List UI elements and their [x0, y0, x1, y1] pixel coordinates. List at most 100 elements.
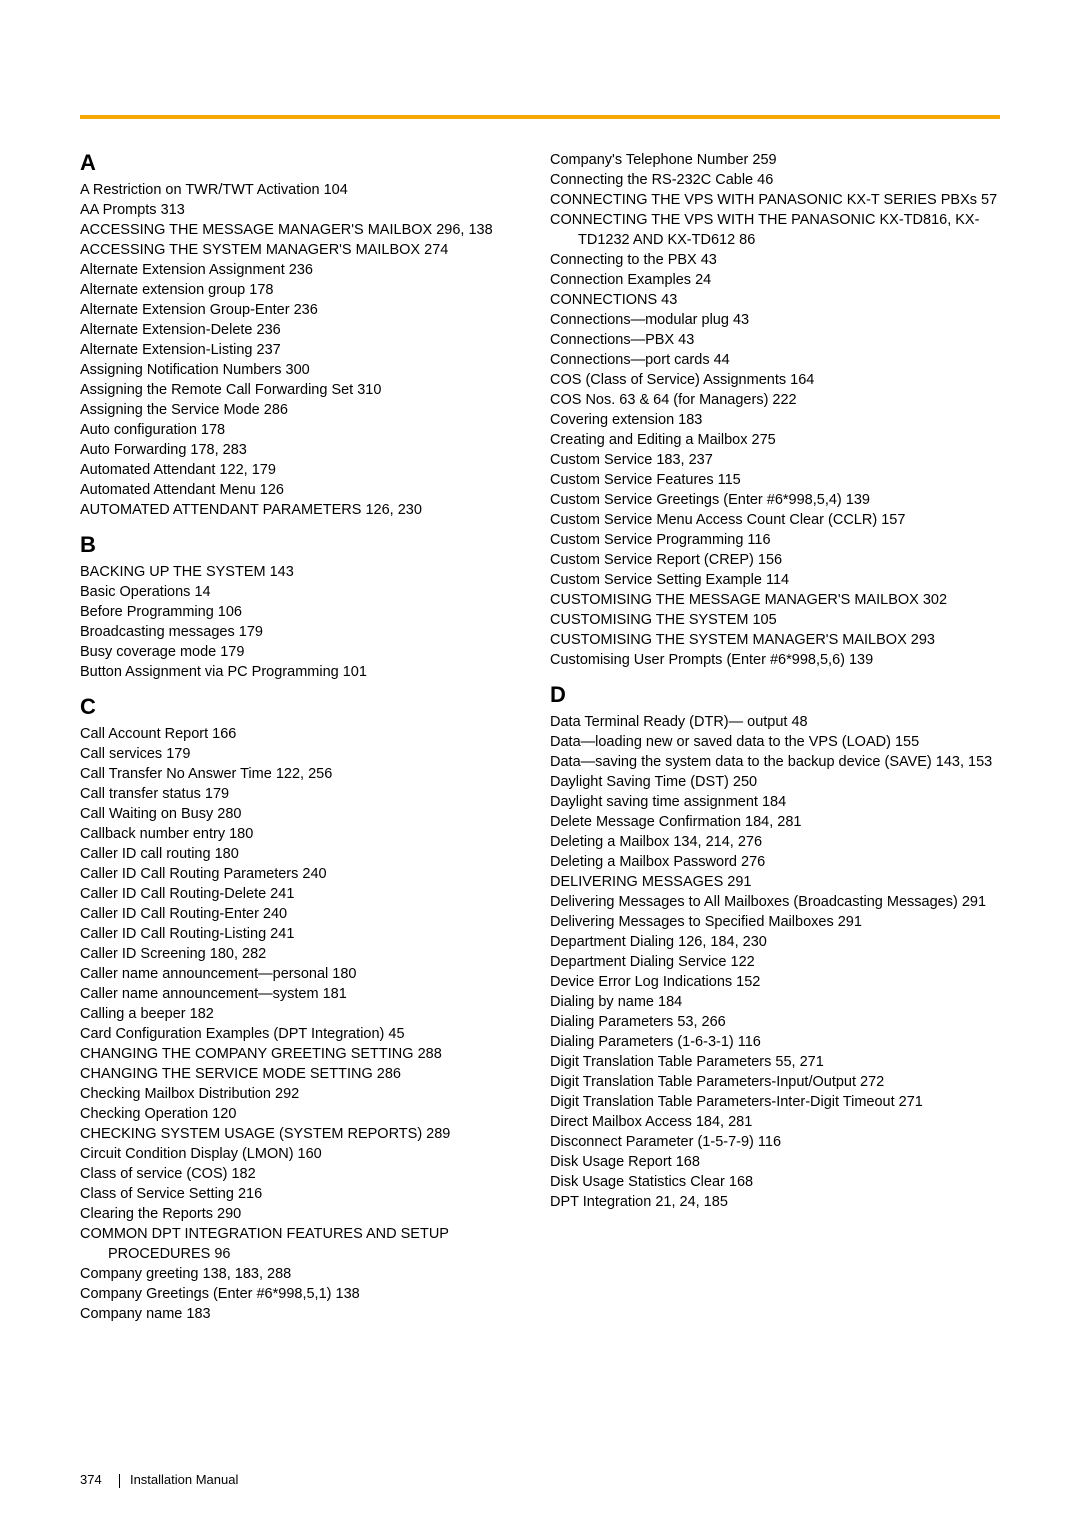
- doc-title: Installation Manual: [130, 1472, 238, 1487]
- index-entry: Dialing Parameters 53, 266: [550, 1012, 1000, 1032]
- index-entry: ACCESSING THE MESSAGE MANAGER'S MAILBOX …: [80, 220, 530, 240]
- index-entry: Digit Translation Table Parameters-Inter…: [550, 1092, 1000, 1112]
- index-entry: Custom Service Features 115: [550, 470, 1000, 490]
- index-entry: Assigning the Remote Call Forwarding Set…: [80, 380, 530, 400]
- index-entry: CUSTOMISING THE SYSTEM MANAGER'S MAILBOX…: [550, 630, 1000, 650]
- index-entry: Daylight Saving Time (DST) 250: [550, 772, 1000, 792]
- index-entry: Daylight saving time assignment 184: [550, 792, 1000, 812]
- index-entry: Auto Forwarding 178, 283: [80, 440, 530, 460]
- index-entry: ACCESSING THE SYSTEM MANAGER'S MAILBOX 2…: [80, 240, 530, 260]
- index-entry: Caller name announcement—personal 180: [80, 964, 530, 984]
- index-entry: Custom Service Report (CREP) 156: [550, 550, 1000, 570]
- index-entry: Customising User Prompts (Enter #6*998,5…: [550, 650, 1000, 670]
- page-number: 374: [80, 1472, 102, 1487]
- index-entry: Auto configuration 178: [80, 420, 530, 440]
- index-entry: Automated Attendant 122, 179: [80, 460, 530, 480]
- index-entry: Disk Usage Statistics Clear 168: [550, 1172, 1000, 1192]
- footer-divider: [119, 1474, 120, 1488]
- index-entry: Card Configuration Examples (DPT Integra…: [80, 1024, 530, 1044]
- index-entry: Company name 183: [80, 1304, 530, 1324]
- index-entry: Company greeting 138, 183, 288: [80, 1264, 530, 1284]
- index-entry: Call Account Report 166: [80, 724, 530, 744]
- index-entry: COS (Class of Service) Assignments 164: [550, 370, 1000, 390]
- index-entry: Connections—PBX 43: [550, 330, 1000, 350]
- section-heading: A: [80, 150, 530, 176]
- index-entry: Dialing by name 184: [550, 992, 1000, 1012]
- index-entry: Caller ID Call Routing-Delete 241: [80, 884, 530, 904]
- index-entry: Caller name announcement—system 181: [80, 984, 530, 1004]
- index-entry: Call transfer status 179: [80, 784, 530, 804]
- index-entry: Caller ID Call Routing Parameters 240: [80, 864, 530, 884]
- index-entry: Connecting to the PBX 43: [550, 250, 1000, 270]
- index-entry: Before Programming 106: [80, 602, 530, 622]
- index-entry: Delivering Messages to All Mailboxes (Br…: [550, 892, 1000, 912]
- left-column: A A Restriction on TWR/TWT Activation 104…: [80, 150, 530, 1324]
- index-entry: Assigning the Service Mode 286: [80, 400, 530, 420]
- index-entry: Custom Service Setting Example 114: [550, 570, 1000, 590]
- index-entry: Callback number entry 180: [80, 824, 530, 844]
- index-entry: A Restriction on TWR/TWT Activation 104: [80, 180, 530, 200]
- index-entry: DPT Integration 21, 24, 185: [550, 1192, 1000, 1212]
- index-entry: COMMON DPT INTEGRATION FEATURES AND SETU…: [80, 1224, 530, 1264]
- index-entry: Connecting the RS-232C Cable 46: [550, 170, 1000, 190]
- index-entry: Direct Mailbox Access 184, 281: [550, 1112, 1000, 1132]
- index-entry: BACKING UP THE SYSTEM 143: [80, 562, 530, 582]
- index-entry: CONNECTING THE VPS WITH THE PANASONIC KX…: [550, 210, 1000, 250]
- index-entry: Department Dialing 126, 184, 230: [550, 932, 1000, 952]
- index-entry: Caller ID Call Routing-Enter 240: [80, 904, 530, 924]
- index-entry: Button Assignment via PC Programming 101: [80, 662, 530, 682]
- index-entry: Connections—modular plug 43: [550, 310, 1000, 330]
- index-entry: Caller ID call routing 180: [80, 844, 530, 864]
- index-entry: Custom Service Programming 116: [550, 530, 1000, 550]
- index-entry: Custom Service 183, 237: [550, 450, 1000, 470]
- right-column: Company's Telephone Number 259Connecting…: [550, 150, 1000, 1324]
- index-entry: Checking Operation 120: [80, 1104, 530, 1124]
- index-entry: Caller ID Screening 180, 282: [80, 944, 530, 964]
- index-entry: Company Greetings (Enter #6*998,5,1) 138: [80, 1284, 530, 1304]
- index-entry: CONNECTING THE VPS WITH PANASONIC KX-T S…: [550, 190, 1000, 210]
- index-entry: Alternate Extension Group-Enter 236: [80, 300, 530, 320]
- index-entry: Call Waiting on Busy 280: [80, 804, 530, 824]
- index-entry: CUSTOMISING THE SYSTEM 105: [550, 610, 1000, 630]
- section-heading: C: [80, 694, 530, 720]
- index-entry: Alternate Extension-Delete 236: [80, 320, 530, 340]
- index-entry: Busy coverage mode 179: [80, 642, 530, 662]
- index-entry: Automated Attendant Menu 126: [80, 480, 530, 500]
- index-entry: Delete Message Confirmation 184, 281: [550, 812, 1000, 832]
- index-entry: Checking Mailbox Distribution 292: [80, 1084, 530, 1104]
- index-entry: Basic Operations 14: [80, 582, 530, 602]
- index-entry: DELIVERING MESSAGES 291: [550, 872, 1000, 892]
- index-entry: Assigning Notification Numbers 300: [80, 360, 530, 380]
- index-entry: Class of service (COS) 182: [80, 1164, 530, 1184]
- section-heading: D: [550, 682, 1000, 708]
- index-entry: Creating and Editing a Mailbox 275: [550, 430, 1000, 450]
- index-entry: Call services 179: [80, 744, 530, 764]
- index-entry: Digit Translation Table Parameters 55, 2…: [550, 1052, 1000, 1072]
- index-entry: Data Terminal Ready (DTR)— output 48: [550, 712, 1000, 732]
- index-entry: Alternate extension group 178: [80, 280, 530, 300]
- index-entry: Caller ID Call Routing-Listing 241: [80, 924, 530, 944]
- index-entry: CUSTOMISING THE MESSAGE MANAGER'S MAILBO…: [550, 590, 1000, 610]
- index-entry: Clearing the Reports 290: [80, 1204, 530, 1224]
- index-entry: Disconnect Parameter (1-5-7-9) 116: [550, 1132, 1000, 1152]
- index-entry: Dialing Parameters (1-6-3-1) 116: [550, 1032, 1000, 1052]
- index-entry: Calling a beeper 182: [80, 1004, 530, 1024]
- index-entry: Class of Service Setting 216: [80, 1184, 530, 1204]
- index-entry: COS Nos. 63 & 64 (for Managers) 222: [550, 390, 1000, 410]
- index-entry: CONNECTIONS 43: [550, 290, 1000, 310]
- index-entry: Disk Usage Report 168: [550, 1152, 1000, 1172]
- index-entry: Custom Service Greetings (Enter #6*998,5…: [550, 490, 1000, 510]
- section-heading: B: [80, 532, 530, 558]
- index-entry: CHECKING SYSTEM USAGE (SYSTEM REPORTS) 2…: [80, 1124, 530, 1144]
- index-entry: Connections—port cards 44: [550, 350, 1000, 370]
- index-entry: CHANGING THE COMPANY GREETING SETTING 28…: [80, 1044, 530, 1064]
- index-entry: Covering extension 183: [550, 410, 1000, 430]
- index-entry: CHANGING THE SERVICE MODE SETTING 286: [80, 1064, 530, 1084]
- index-entry: Digit Translation Table Parameters-Input…: [550, 1072, 1000, 1092]
- index-content: A A Restriction on TWR/TWT Activation 104…: [80, 150, 1000, 1324]
- index-entry: AUTOMATED ATTENDANT PARAMETERS 126, 230: [80, 500, 530, 520]
- index-entry: Connection Examples 24: [550, 270, 1000, 290]
- index-entry: AA Prompts 313: [80, 200, 530, 220]
- index-entry: Department Dialing Service 122: [550, 952, 1000, 972]
- index-entry: Alternate Extension Assignment 236: [80, 260, 530, 280]
